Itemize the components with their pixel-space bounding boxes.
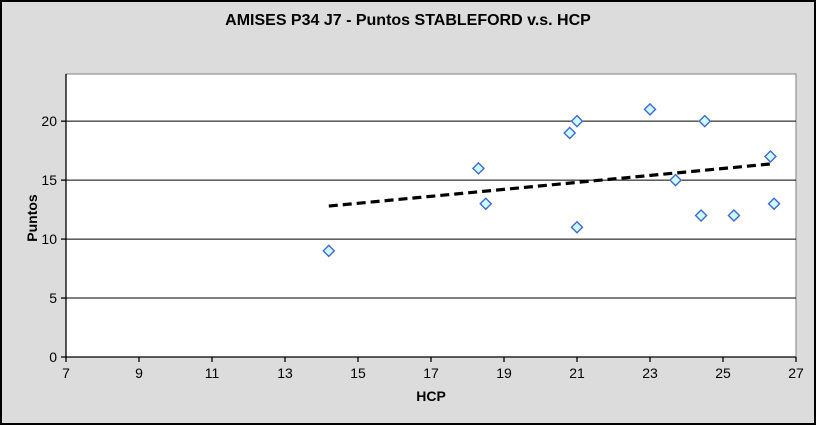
data-point <box>763 150 777 164</box>
x-tick-label-11: 11 <box>205 365 220 381</box>
x-tick-label-17: 17 <box>423 365 439 381</box>
y-tick-label-15: 15 <box>41 172 57 188</box>
x-axis-label: HCP <box>416 388 446 404</box>
data-point <box>570 114 584 128</box>
data-point <box>669 173 683 187</box>
y-axis-label: Puntos <box>24 194 40 242</box>
data-point <box>479 197 493 211</box>
y-tick-label-0: 0 <box>49 349 57 365</box>
data-point <box>767 197 781 211</box>
chart-title: AMISES P34 J7 - Puntos STABLEFORD v.s. H… <box>225 12 591 29</box>
data-point <box>698 114 712 128</box>
data-point <box>643 102 657 116</box>
data-point <box>570 220 584 234</box>
plot-background <box>65 73 797 358</box>
y-tick-label-20: 20 <box>41 113 57 129</box>
x-tick-label-27: 27 <box>788 365 804 381</box>
x-tick-label-7: 7 <box>62 365 70 381</box>
x-tick-label-9: 9 <box>135 365 143 381</box>
x-tick-label-23: 23 <box>642 365 658 381</box>
trendline <box>328 162 775 208</box>
x-tick-label-25: 25 <box>715 365 731 381</box>
y-tick-label-10: 10 <box>41 231 57 247</box>
data-point <box>471 161 485 175</box>
x-tick-label-19: 19 <box>496 365 512 381</box>
y-tick-label-5: 5 <box>49 290 57 306</box>
data-point <box>727 209 741 222</box>
x-tick-label-15: 15 <box>350 365 366 381</box>
x-tick-label-13: 13 <box>277 365 293 381</box>
data-point <box>322 244 336 258</box>
data-point <box>563 126 577 140</box>
x-tick-label-21: 21 <box>569 365 585 381</box>
data-point <box>694 209 708 222</box>
